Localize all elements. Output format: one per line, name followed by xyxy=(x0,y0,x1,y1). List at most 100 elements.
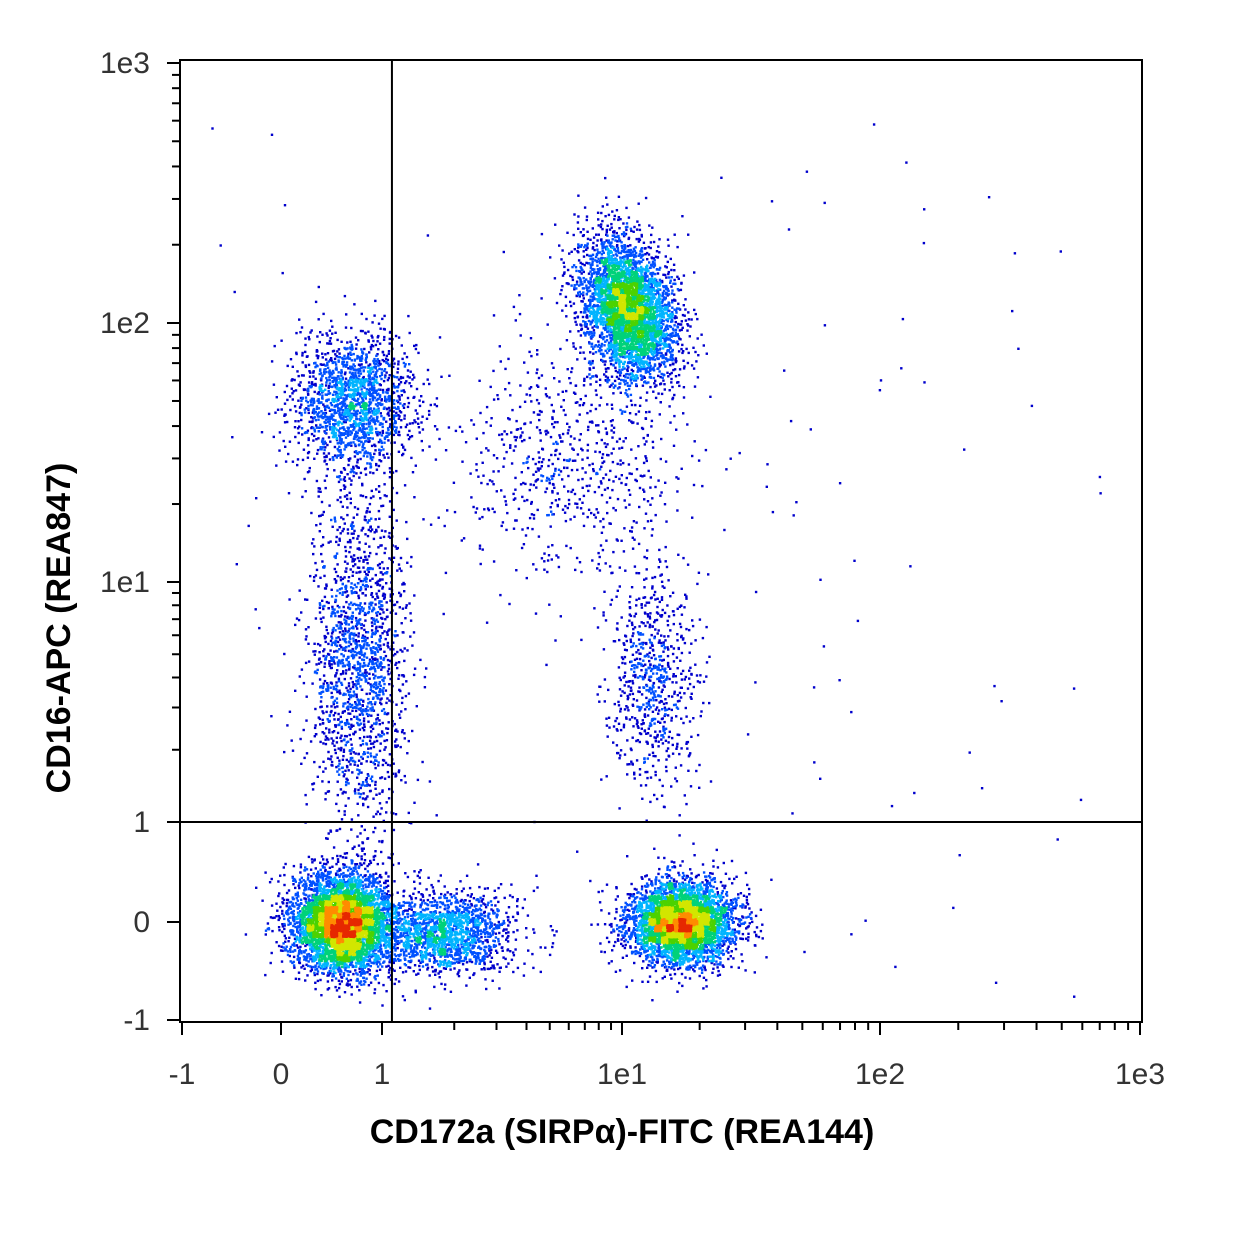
data-point xyxy=(294,977,298,980)
data-point xyxy=(717,969,720,973)
data-point xyxy=(529,337,533,340)
data-point xyxy=(373,976,376,979)
data-point xyxy=(396,891,399,894)
data-point xyxy=(535,384,539,387)
data-point xyxy=(923,208,926,211)
data-point xyxy=(645,440,648,443)
data-point xyxy=(417,959,421,962)
data-point xyxy=(612,480,615,483)
data-point xyxy=(610,931,613,934)
data-point xyxy=(374,759,377,762)
data-point xyxy=(326,682,329,685)
data-point xyxy=(403,390,406,394)
data-point xyxy=(384,746,387,749)
data-point xyxy=(342,441,345,444)
data-point xyxy=(409,619,413,622)
data-point xyxy=(651,667,654,671)
data-point xyxy=(380,735,383,738)
data-point xyxy=(330,709,333,713)
data-point xyxy=(369,981,373,984)
data-point xyxy=(381,504,385,507)
data-point xyxy=(663,635,666,638)
data-point xyxy=(462,537,466,540)
data-point xyxy=(336,589,339,592)
data-point xyxy=(557,565,561,569)
data-point xyxy=(365,388,369,391)
data-point xyxy=(663,732,666,735)
data-point xyxy=(571,459,575,462)
data-point xyxy=(668,373,672,376)
data-point xyxy=(382,448,385,451)
data-point xyxy=(346,341,349,344)
data-point xyxy=(310,511,313,515)
data-point xyxy=(355,472,358,475)
data-point xyxy=(626,706,629,709)
data-point xyxy=(335,644,338,648)
data-point xyxy=(624,634,627,637)
data-point xyxy=(337,636,340,639)
data-point xyxy=(677,646,680,650)
data-point xyxy=(337,677,341,680)
data-point xyxy=(510,431,513,434)
data-point xyxy=(339,500,343,504)
data-point xyxy=(607,213,611,217)
data-point xyxy=(298,878,302,881)
data-point xyxy=(609,363,613,366)
data-point xyxy=(374,518,377,521)
data-point xyxy=(380,625,384,629)
data-point xyxy=(708,884,712,887)
data-point xyxy=(341,582,344,586)
data-point xyxy=(558,380,561,383)
data-point xyxy=(338,638,342,641)
data-point xyxy=(275,902,278,905)
data-point xyxy=(727,945,730,948)
data-point xyxy=(576,468,579,472)
data-point xyxy=(739,937,742,940)
data-point xyxy=(549,525,552,528)
data-point xyxy=(283,390,286,394)
data-point xyxy=(317,437,320,440)
data-point xyxy=(552,366,555,369)
data-point xyxy=(348,550,351,554)
data-point xyxy=(324,407,327,410)
data-point xyxy=(501,949,504,952)
data-point xyxy=(305,355,309,358)
data-point xyxy=(486,955,489,958)
data-point xyxy=(385,713,389,716)
data-point xyxy=(453,510,457,514)
data-point xyxy=(615,910,618,914)
data-point xyxy=(373,314,376,317)
data-point xyxy=(345,567,348,570)
data-point xyxy=(288,954,291,958)
data-point xyxy=(461,430,464,433)
data-point xyxy=(349,351,352,354)
data-point xyxy=(375,552,378,556)
data-point xyxy=(491,979,494,982)
data-point xyxy=(332,660,336,663)
data-point xyxy=(633,615,636,618)
data-point xyxy=(656,612,660,615)
data-point xyxy=(282,942,285,945)
data-point xyxy=(547,458,551,462)
data-point xyxy=(378,676,381,679)
data-point xyxy=(720,892,724,895)
data-point xyxy=(342,634,345,638)
data-point xyxy=(598,450,601,454)
data-point xyxy=(419,961,422,964)
data-point xyxy=(425,963,428,967)
data-point xyxy=(663,685,666,688)
data-point xyxy=(994,981,998,984)
data-point xyxy=(596,239,599,242)
data-point xyxy=(367,340,370,343)
data-point xyxy=(681,638,685,641)
data-point xyxy=(415,705,418,708)
data-point xyxy=(297,441,300,445)
data-point xyxy=(629,614,633,618)
data-point xyxy=(334,361,337,364)
data-point xyxy=(681,984,684,988)
data-point xyxy=(374,581,378,585)
data-point xyxy=(369,579,372,582)
data-point xyxy=(658,600,661,604)
data-point xyxy=(686,747,689,750)
data-point xyxy=(498,433,501,437)
